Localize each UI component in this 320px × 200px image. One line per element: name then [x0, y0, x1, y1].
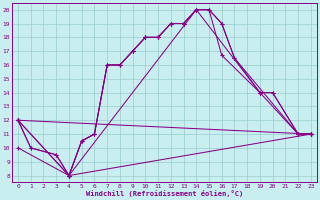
X-axis label: Windchill (Refroidissement éolien,°C): Windchill (Refroidissement éolien,°C) [86, 190, 243, 197]
